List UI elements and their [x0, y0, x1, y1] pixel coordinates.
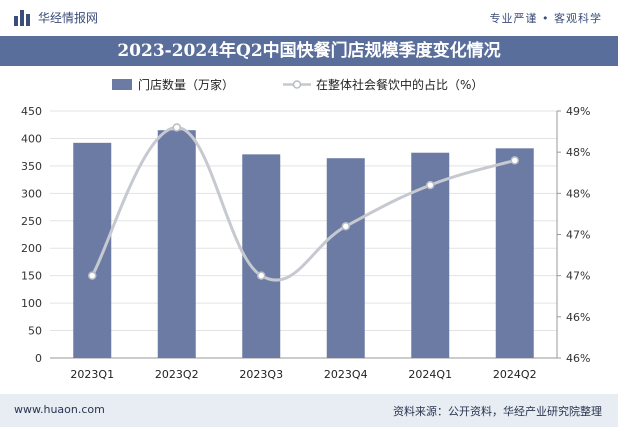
- left-tick-label: 250: [21, 215, 42, 228]
- top-bar: 华经情报网 专业严谨 • 客观科学: [0, 0, 618, 36]
- right-tick-label: 46%: [566, 352, 590, 365]
- bar: [326, 158, 365, 358]
- legend-line-marker: [292, 80, 302, 89]
- right-tick-label: 47%: [566, 270, 590, 283]
- x-tick-label: 2024Q1: [408, 368, 452, 381]
- left-tick-label: 400: [21, 132, 42, 145]
- right-tick-label: 48%: [566, 146, 590, 159]
- line-point: [257, 271, 266, 280]
- legend-line-label: 在整体社会餐饮中的占比（%）: [316, 77, 483, 92]
- right-axis-ticks: 46% 46% 47% 47% 48% 48% 49%: [557, 105, 590, 365]
- share-line: [90, 125, 516, 282]
- left-tick-label: 0: [35, 352, 42, 365]
- bar: [157, 130, 196, 358]
- left-tick-label: 50: [28, 325, 42, 338]
- bar: [495, 148, 534, 358]
- x-tick-label: 2024Q2: [493, 368, 537, 381]
- legend-bar-swatch: [112, 79, 132, 90]
- bar: [242, 154, 281, 358]
- legend-bar-label: 门店数量（万家）: [138, 77, 234, 92]
- line-point: [341, 222, 350, 231]
- footer: www.huaon.com 资料来源：公开资料，华经产业研究院整理: [0, 394, 618, 427]
- x-tick-label: 2023Q3: [239, 368, 283, 381]
- left-tick-label: 150: [21, 270, 42, 283]
- right-tick-label: 47%: [566, 229, 590, 242]
- chart: 0 50 100 150 200 250 300 350 400 450 46% 46% 47% 47%…: [21, 77, 590, 381]
- x-tick-label: 2023Q2: [155, 368, 199, 381]
- line-series: [88, 123, 519, 282]
- bar: [73, 142, 112, 358]
- brand: 华经情报网: [14, 9, 98, 26]
- footer-website: www.huaon.com: [14, 403, 105, 416]
- left-axis-ticks: 0 50 100 150 200 250 300 350 400 450: [21, 105, 42, 365]
- left-tick-label: 450: [21, 105, 42, 118]
- left-tick-label: 350: [21, 160, 42, 173]
- tagline: 专业严谨 • 客观科学: [489, 12, 602, 25]
- x-tick-label: 2023Q4: [324, 368, 368, 381]
- right-tick-label: 46%: [566, 311, 590, 324]
- x-axis-labels: 2023Q1 2023Q2 2023Q3 2023Q4 2024Q1 2024Q2: [70, 368, 536, 381]
- chart-title: 2023-2024年Q2中国快餐门店规模季度变化情况: [0, 36, 618, 66]
- legend: 门店数量（万家） 在整体社会餐饮中的占比（%）: [112, 77, 483, 92]
- brand-name: 华经情报网: [38, 11, 99, 25]
- left-tick-label: 200: [21, 242, 42, 255]
- line-point: [88, 271, 97, 280]
- logo-icon: [14, 9, 32, 26]
- left-tick-label: 100: [21, 297, 42, 310]
- line-point: [426, 180, 435, 190]
- gridlines: [50, 110, 558, 359]
- right-tick-label: 48%: [566, 187, 590, 200]
- right-tick-label: 49%: [566, 105, 590, 118]
- line-point: [172, 123, 181, 132]
- x-tick-label: 2023Q1: [70, 368, 114, 381]
- footer-source: 资料来源：公开资料，华经产业研究院整理: [393, 405, 602, 418]
- line-point: [510, 156, 519, 165]
- bar-series: [73, 130, 534, 358]
- left-tick-label: 300: [21, 187, 42, 200]
